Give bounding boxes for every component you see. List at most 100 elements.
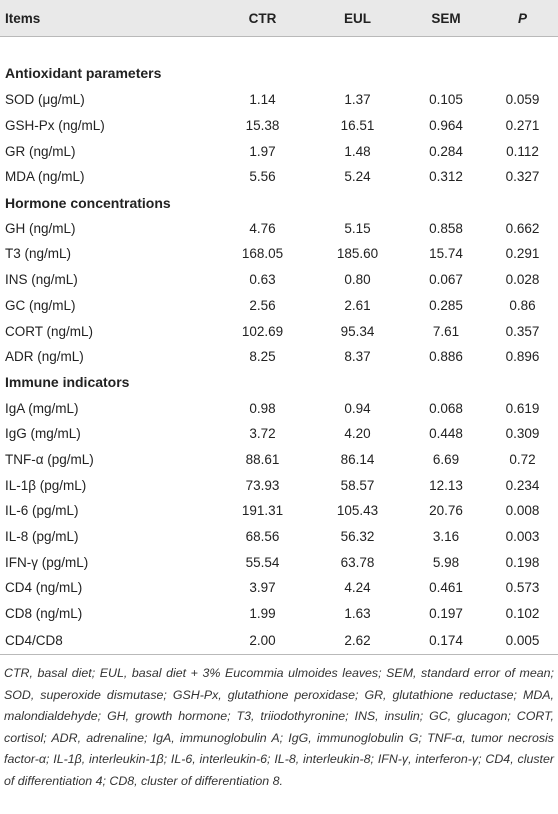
cell: 105.43 [336,503,379,519]
cell: 7.61 [432,323,460,339]
cell: 5.24 [344,169,371,185]
cell: 63.78 [340,554,375,570]
cell: 6.69 [432,451,460,467]
row-label: IgG (mg/mL) [5,426,81,442]
cell: 0.174 [405,626,487,656]
cell: 58.57 [340,477,375,493]
cell: 3.16 [432,529,460,545]
cell: 15.38 [245,118,280,134]
header-cell: EUL [310,0,405,37]
cell: 2.62 [310,626,405,656]
cell: 0.896 [505,349,540,365]
cell: 3.97 [249,580,276,596]
data-row: IL-1β (pg/mL) 73.93 58.57 12.13 0.234 [0,472,558,498]
section-title: Immune indicators [5,374,130,391]
cell: 73.93 [245,477,280,493]
data-row: GR (ng/mL) 1.97 1.48 0.284 0.112 [0,138,558,164]
row-label: SOD (μg/mL) [5,92,85,108]
cell: 56.32 [340,529,375,545]
data-row: CORT (ng/mL) 102.69 95.34 7.61 0.357 [0,318,558,344]
cell: 5.56 [249,169,276,185]
cell: 0.312 [429,169,463,185]
cell: 88.61 [245,451,280,467]
cell: 4.24 [344,580,371,596]
data-row: INS (ng/mL) 0.63 0.80 0.067 0.028 [0,267,558,293]
row-label: GC (ng/mL) [5,297,76,313]
data-row: GH (ng/mL) 4.76 5.15 0.858 0.662 [0,215,558,241]
data-row: GSH-Px (ng/mL) 15.38 16.51 0.964 0.271 [0,113,558,139]
row-label: T3 (ng/mL) [5,246,72,262]
row-label: IL-1β (pg/mL) [5,477,87,493]
data-row: IgG (mg/mL) 3.72 4.20 0.448 0.309 [0,421,558,447]
cell: 4.20 [344,426,371,442]
row-label: INS (ng/mL) [5,272,78,288]
cell: 0.285 [429,297,463,313]
cell: 86.14 [340,451,375,467]
row-label: MDA (ng/mL) [5,169,85,185]
cell: 0.858 [429,220,463,236]
row-label: ADR (ng/mL) [5,349,84,365]
cell: 3.72 [249,426,276,442]
cell: 1.37 [344,92,371,108]
header-cell: CTR [215,0,310,37]
cell: 0.662 [505,220,540,236]
cell: 0.059 [505,92,540,108]
cell: 5.15 [344,220,371,236]
cell: 4.76 [249,220,276,236]
cell: 16.51 [340,118,375,134]
cell: 0.028 [505,272,540,288]
row-label: CORT (ng/mL) [5,323,94,339]
cell: 2.00 [215,626,310,656]
row-label: IFN-γ (pg/mL) [5,554,89,570]
header-cell: Items [0,0,215,37]
cell: 1.14 [249,92,276,108]
section-row: Immune indicators [0,370,558,396]
cell: 0.461 [429,580,463,596]
row-label: IL-6 (pg/mL) [5,503,79,519]
cell: 8.25 [249,349,276,365]
cell: 0.005 [487,626,558,656]
cell: 68.56 [245,529,280,545]
cell: 1.48 [344,143,371,159]
section-row: Antioxidant parameters [0,37,558,88]
data-row: IFN-γ (pg/mL) 55.54 63.78 5.98 0.198 [0,549,558,575]
data-row: CD4/CD8 2.00 2.62 0.174 0.005 [0,626,558,656]
cell: 0.80 [344,272,371,288]
cell: 0.886 [429,349,463,365]
cell: 5.98 [432,554,460,570]
cell: 0.198 [505,554,540,570]
section-title: Hormone concentrations [5,194,171,211]
data-row: CD4 (ng/mL) 3.97 4.24 0.461 0.573 [0,575,558,601]
cell: 191.31 [241,503,284,519]
row-label: CD4 (ng/mL) [5,580,83,596]
row-label: CD8 (ng/mL) [5,606,83,622]
data-row: SOD (μg/mL) 1.14 1.37 0.105 0.059 [0,87,558,113]
cell: 102.69 [241,323,284,339]
row-label: GSH-Px (ng/mL) [5,118,105,134]
data-row: CD8 (ng/mL) 1.99 1.63 0.197 0.102 [0,601,558,627]
cell: 0.068 [429,400,463,416]
cell: 1.97 [249,143,276,159]
cell: 0.105 [429,92,463,108]
cell: 0.291 [505,246,540,262]
cell: 0.327 [505,169,540,185]
cell: 0.309 [505,426,540,442]
cell: 15.74 [429,246,463,262]
cell: 0.98 [249,400,276,416]
row-label: IgA (mg/mL) [5,400,79,416]
row-label: TNF-α (pg/mL) [5,451,94,467]
cell: 1.63 [344,606,371,622]
cell: 0.067 [429,272,463,288]
data-row: ADR (ng/mL) 8.25 8.37 0.886 0.896 [0,344,558,370]
row-label: CD4/CD8 [0,626,215,656]
cell: 20.76 [429,503,463,519]
row-label: IL-8 (pg/mL) [5,529,79,545]
footnote: CTR, basal diet; EUL, basal diet + 3% Eu… [4,666,554,788]
section-title: Antioxidant parameters [5,65,162,81]
cell: 0.102 [505,606,540,622]
cell: 0.357 [505,323,540,339]
cell: 2.61 [344,297,371,313]
cell: 95.34 [340,323,375,339]
data-row: MDA (ng/mL) 5.56 5.24 0.312 0.327 [0,164,558,190]
